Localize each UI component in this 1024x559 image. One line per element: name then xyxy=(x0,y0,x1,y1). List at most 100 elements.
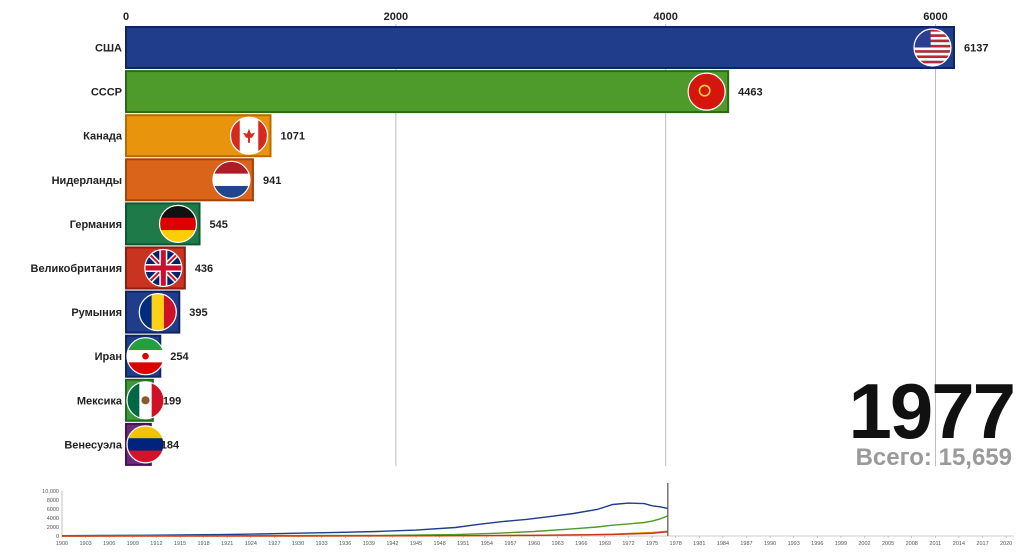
value-label-1: 4463 xyxy=(738,87,762,99)
mini-x-tick-0: 1900 xyxy=(56,541,68,547)
x-tick-2: 4000 xyxy=(653,11,677,23)
bar-group-0: США 6137 xyxy=(95,26,988,69)
us-flag-icon xyxy=(913,28,952,67)
mexico-flag-icon xyxy=(126,381,165,420)
mini-x-tick-6: 1918 xyxy=(197,541,209,547)
bar-group-8: Мексика 199 xyxy=(77,378,181,422)
mini-x-tick-32: 1996 xyxy=(811,541,823,547)
bar-group-9: Венесуэла 184 xyxy=(64,422,180,466)
mini-x-tick-31: 1993 xyxy=(788,541,800,547)
mini-x-tick-39: 2017 xyxy=(976,541,988,547)
mini-x-tick-20: 1960 xyxy=(528,541,540,547)
venezuela-flag-icon xyxy=(126,425,165,464)
mini-x-tick-11: 1933 xyxy=(316,541,328,547)
mini-series-3 xyxy=(61,531,668,537)
mini-y-tick-0: 10,000 xyxy=(42,489,59,495)
value-label-8: 199 xyxy=(163,395,181,407)
category-label-4: Германия xyxy=(70,219,122,231)
mini-x-tick-19: 1957 xyxy=(504,541,516,547)
mini-x-tick-28: 1984 xyxy=(717,541,729,547)
mini-x-tick-13: 1939 xyxy=(363,541,375,547)
mini-x-tick-5: 1915 xyxy=(174,541,186,547)
mini-x-tick-16: 1948 xyxy=(434,541,446,547)
mini-x-tick-36: 2008 xyxy=(906,541,918,547)
category-label-0: США xyxy=(95,43,122,55)
mini-y-tick-1: 8000 xyxy=(47,498,59,504)
mini-x-tick-23: 1969 xyxy=(599,541,611,547)
mini-x-tick-21: 1963 xyxy=(552,541,564,547)
bar-group-6: Румыния 395 xyxy=(71,290,208,334)
value-label-2: 1071 xyxy=(280,131,304,143)
mini-x-tick-12: 1936 xyxy=(339,541,351,547)
mini-x-tick-1: 1903 xyxy=(79,541,91,547)
netherlands-flag-icon xyxy=(212,160,251,199)
canada-flag-icon xyxy=(229,116,269,155)
mini-x-tick-9: 1927 xyxy=(268,541,280,547)
value-label-4: 545 xyxy=(210,219,228,231)
category-label-3: Нидерланды xyxy=(52,175,122,187)
mini-x-tick-17: 1951 xyxy=(457,541,469,547)
mini-x-tick-18: 1954 xyxy=(481,541,493,547)
ussr-flag-icon xyxy=(687,72,726,111)
value-label-0: 6137 xyxy=(964,43,988,55)
mini-x-tick-15: 1945 xyxy=(410,541,422,547)
mini-x-tick-2: 1906 xyxy=(103,541,115,547)
iran-flag-icon xyxy=(126,337,165,376)
mini-x-tick-14: 1942 xyxy=(386,541,398,547)
mini-x-tick-40: 2020 xyxy=(1000,541,1012,547)
mini-x-tick-25: 1975 xyxy=(646,541,658,547)
x-tick-1: 2000 xyxy=(384,11,408,23)
value-label-5: 436 xyxy=(195,263,213,275)
bar-chart: 0 2000 4000 6000 США 6137 СССР 4463 Канада 1071 Н… xyxy=(31,11,988,466)
mini-series-0 xyxy=(61,502,668,537)
bar-group-5: Великобритания 436 xyxy=(31,246,213,290)
mini-x-tick-38: 2014 xyxy=(953,541,965,547)
mini-x-tick-34: 2002 xyxy=(858,541,870,547)
mini-x-tick-8: 1924 xyxy=(245,541,257,547)
category-label-6: Румыния xyxy=(71,307,122,319)
category-label-5: Великобритания xyxy=(31,263,123,275)
value-label-9: 184 xyxy=(161,439,180,451)
mini-x-tick-7: 1921 xyxy=(221,541,233,547)
uk-flag-icon xyxy=(144,248,183,288)
mini-x-tick-4: 1912 xyxy=(150,541,162,547)
mini-x-tick-35: 2005 xyxy=(882,541,894,547)
value-label-3: 941 xyxy=(263,175,281,187)
mini-x-tick-24: 1972 xyxy=(622,541,634,547)
category-label-7: Иран xyxy=(95,351,122,363)
category-label-2: Канада xyxy=(83,131,123,143)
mini-x-tick-10: 1930 xyxy=(292,541,304,547)
bar-group-4: Германия 545 xyxy=(70,202,228,246)
total-count: Всего: 15,659 xyxy=(855,444,1012,471)
x-tick-0: 0 xyxy=(123,11,129,23)
mini-x-tick-3: 1909 xyxy=(127,541,139,547)
value-label-6: 395 xyxy=(189,307,207,319)
bar-group-1: СССР 4463 xyxy=(91,70,763,114)
mini-x-tick-37: 2011 xyxy=(929,541,941,547)
value-label-7: 254 xyxy=(170,351,189,363)
bar-group-7: Иран 254 xyxy=(95,334,190,378)
bar-0 xyxy=(125,26,955,69)
bar-group-3: Нидерланды 941 xyxy=(52,158,281,202)
mini-y-tick-4: 2000 xyxy=(47,525,59,531)
category-label-9: Венесуэла xyxy=(64,439,123,451)
mini-y-tick-3: 4000 xyxy=(47,516,59,522)
mini-series-1 xyxy=(61,515,669,537)
bars: США 6137 СССР 4463 Канада 1071 Нидерланды 941 Ге… xyxy=(31,26,988,466)
current-year: 1977 xyxy=(848,367,1016,455)
mini-y-tick-5: 0 xyxy=(56,534,59,540)
category-label-1: СССР xyxy=(91,87,122,99)
x-tick-3: 6000 xyxy=(923,11,947,23)
category-label-8: Мексика xyxy=(77,395,123,407)
mini-x-tick-33: 1999 xyxy=(835,541,847,547)
mini-x-tick-29: 1987 xyxy=(740,541,752,547)
mini-x-tick-26: 1978 xyxy=(670,541,682,547)
mini-x-tick-27: 1981 xyxy=(693,541,705,547)
bar-1 xyxy=(125,70,730,114)
mini-x-tick-30: 1990 xyxy=(764,541,776,547)
romania-flag-icon xyxy=(138,293,177,332)
germany-flag-icon xyxy=(158,204,198,243)
x-axis-ticks: 0 2000 4000 6000 xyxy=(123,11,948,23)
